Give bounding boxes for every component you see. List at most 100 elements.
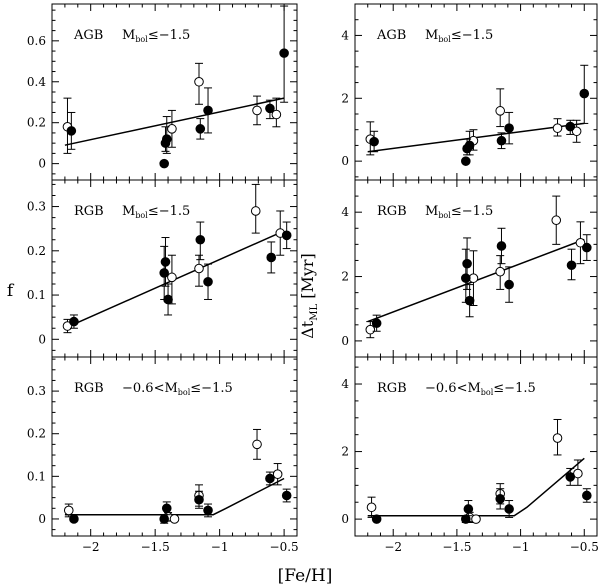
y-tick-label: 0.6 <box>27 34 46 48</box>
filled-data-point <box>565 121 576 132</box>
cut-label-subscript: bol <box>438 35 451 44</box>
y-tick-label: 0.2 <box>27 427 46 441</box>
y-tick-label: 4 <box>341 377 349 391</box>
cut-label-relation: ≤−1.5 <box>190 381 232 396</box>
fit-line <box>64 97 285 146</box>
open-data-point <box>365 324 376 335</box>
y-tick-label: 0.4 <box>27 75 46 89</box>
filled-data-point <box>461 514 471 524</box>
cut-label-subscript: bol <box>178 388 191 397</box>
open-data-point <box>552 433 563 443</box>
y-tick-label: 0 <box>341 512 349 526</box>
open-data-point <box>495 266 506 277</box>
filled-data-point <box>161 503 172 514</box>
open-data-point <box>495 106 506 116</box>
cut-label-main: M <box>122 204 135 219</box>
filled-data-point <box>281 490 292 501</box>
panels-layer: 00.20.40.6 AGB Mbol≤−1.500.10.20.3 RGB Mbol≤… <box>27 3 599 554</box>
y-tick-label: 0.3 <box>27 200 46 214</box>
filled-data-point <box>159 268 169 278</box>
filled-data-point <box>504 123 514 133</box>
filled-data-point <box>160 257 171 267</box>
filled-data-point <box>279 48 289 58</box>
filled-data-point <box>203 105 213 116</box>
open-data-point <box>271 109 282 120</box>
filled-data-point <box>565 472 576 482</box>
open-data-point <box>167 124 177 134</box>
filled-data-point <box>69 316 79 327</box>
filled-data-point <box>203 505 213 516</box>
filled-data-point <box>369 136 379 147</box>
x-tick-label: −2 <box>82 540 100 554</box>
filled-data-point <box>266 252 277 263</box>
x-tick-label: −1 <box>512 540 530 554</box>
filled-data-point <box>159 158 169 169</box>
y-tick-label: 0 <box>38 512 46 526</box>
filled-data-point <box>163 294 173 305</box>
left-y-axis-label: f <box>7 281 15 301</box>
open-data-point <box>272 469 283 480</box>
filled-data-point <box>566 260 577 271</box>
open-data-point <box>571 126 582 137</box>
panel-cut-label: Mbol≤−1.5 <box>122 28 190 44</box>
x-axis-label: [Fe/H] <box>278 566 333 586</box>
y-tick-label: 0.3 <box>27 384 46 398</box>
right-y-axis-label-unit: [Myr] <box>298 253 317 299</box>
filled-data-point <box>203 276 213 287</box>
cut-label-subscript: bol <box>135 211 148 220</box>
y-tick-label: 4 <box>341 28 349 42</box>
open-data-point <box>62 321 73 331</box>
y-tick-label: 0.2 <box>27 116 46 130</box>
panel-frame <box>51 356 298 537</box>
x-tick-label: −2 <box>384 540 402 554</box>
filled-data-point <box>582 242 592 253</box>
right-y-axis-label-main: Δt <box>298 320 317 339</box>
filled-data-point <box>66 126 77 136</box>
filled-data-point <box>464 140 475 151</box>
cut-label-main: −0.6<M <box>425 381 481 396</box>
cut-label-main: −0.6<M <box>122 381 178 396</box>
y-tick-label: 4 <box>341 205 349 219</box>
filled-data-point <box>161 134 172 144</box>
filled-data-point <box>371 514 382 524</box>
x-tick-label: −1.5 <box>141 540 170 554</box>
open-data-point <box>252 105 262 116</box>
cut-label-main: M <box>425 204 438 219</box>
open-data-point <box>194 263 204 274</box>
y-tick-label: 0.1 <box>27 469 46 483</box>
filled-data-point <box>582 490 592 501</box>
y-tick-label: 0 <box>341 334 349 348</box>
filled-data-point <box>463 504 474 514</box>
filled-data-point <box>462 258 472 269</box>
filled-data-point <box>579 88 590 99</box>
filled-data-point <box>159 514 169 524</box>
filled-data-point <box>495 494 506 504</box>
panel-cut-label: −0.6<Mbol≤−1.5 <box>425 381 536 397</box>
panel-frame <box>354 356 598 537</box>
panel-label: RGB <box>377 204 407 219</box>
filled-data-point <box>281 230 292 241</box>
y-tick-label: 0 <box>38 332 46 346</box>
filled-data-point <box>504 504 514 514</box>
cut-label-relation: ≤−1.5 <box>451 204 493 219</box>
panel-label: RGB <box>74 204 104 219</box>
filled-data-point <box>461 273 471 283</box>
y-tick-label: 2 <box>341 270 349 284</box>
cut-label-relation: ≤−1.5 <box>451 28 493 43</box>
filled-data-point <box>371 318 382 329</box>
panel-cut-label: Mbol≤−1.5 <box>122 204 190 220</box>
fit-line <box>367 457 585 517</box>
open-data-point <box>194 76 204 87</box>
panel-cut-label: Mbol≤−1.5 <box>425 204 493 220</box>
panel-label: AGB <box>376 28 406 43</box>
filled-data-point <box>504 279 514 290</box>
filled-data-point <box>464 295 475 306</box>
cut-label-relation: ≤−1.5 <box>148 28 190 43</box>
open-data-point <box>250 206 261 216</box>
cut-label-relation: ≤−1.5 <box>493 381 535 396</box>
filled-data-point <box>496 241 507 251</box>
x-tick-label: −1 <box>211 540 229 554</box>
panel-label: AGB <box>73 28 103 43</box>
x-tick-label: −0.5 <box>570 540 599 554</box>
